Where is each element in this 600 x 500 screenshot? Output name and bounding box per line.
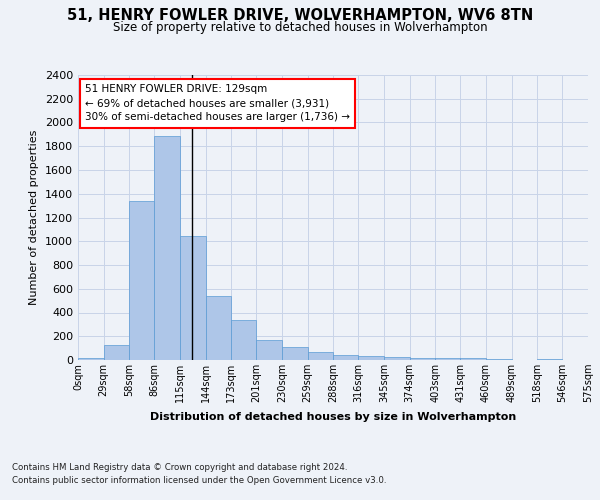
Bar bbox=[410, 358, 436, 360]
Text: Size of property relative to detached houses in Wolverhampton: Size of property relative to detached ho… bbox=[113, 21, 487, 34]
Y-axis label: Number of detached properties: Number of detached properties bbox=[29, 130, 40, 305]
Bar bbox=[104, 345, 130, 360]
Bar bbox=[460, 358, 486, 360]
Text: Contains public sector information licensed under the Open Government Licence v3: Contains public sector information licen… bbox=[12, 476, 386, 485]
Bar bbox=[232, 320, 256, 360]
Bar bbox=[154, 136, 180, 360]
Text: Distribution of detached houses by size in Wolverhampton: Distribution of detached houses by size … bbox=[150, 412, 516, 422]
Text: 51 HENRY FOWLER DRIVE: 129sqm
← 69% of detached houses are smaller (3,931)
30% o: 51 HENRY FOWLER DRIVE: 129sqm ← 69% of d… bbox=[85, 84, 350, 122]
Bar bbox=[334, 355, 358, 360]
Bar bbox=[384, 357, 410, 360]
Bar bbox=[358, 356, 384, 360]
Bar bbox=[436, 358, 460, 360]
Text: 51, HENRY FOWLER DRIVE, WOLVERHAMPTON, WV6 8TN: 51, HENRY FOWLER DRIVE, WOLVERHAMPTON, W… bbox=[67, 8, 533, 22]
Bar bbox=[78, 358, 104, 360]
Bar bbox=[256, 340, 282, 360]
Bar bbox=[308, 352, 334, 360]
Bar bbox=[130, 201, 154, 360]
Bar bbox=[180, 236, 206, 360]
Bar bbox=[282, 347, 308, 360]
Bar bbox=[206, 296, 232, 360]
Text: Contains HM Land Registry data © Crown copyright and database right 2024.: Contains HM Land Registry data © Crown c… bbox=[12, 462, 347, 471]
Bar bbox=[588, 358, 600, 360]
